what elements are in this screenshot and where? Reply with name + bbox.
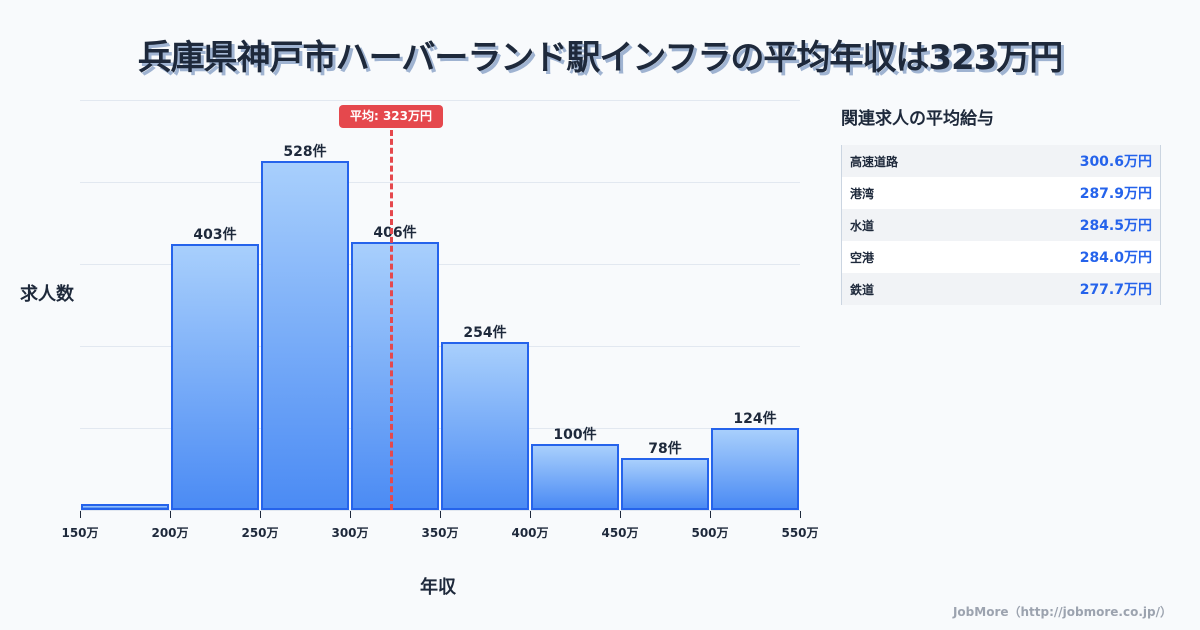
bar-value-label: 403件 (193, 226, 237, 243)
x-tick-label: 350万 (421, 526, 459, 540)
histogram-bar (441, 342, 529, 510)
job-category: 港湾 (850, 186, 875, 201)
job-category: 空港 (850, 250, 875, 265)
x-tick-label: 450万 (601, 526, 639, 540)
job-category: 高速道路 (850, 154, 899, 169)
bar-value-label: 406件 (373, 224, 417, 241)
x-tick-label: 150万 (61, 526, 99, 540)
histogram-bar (711, 428, 799, 510)
gridline (80, 182, 800, 183)
x-tick (170, 511, 171, 518)
x-tick (710, 511, 711, 518)
histogram-bar (171, 243, 259, 510)
x-tick (80, 511, 81, 518)
histogram-bar (261, 160, 349, 510)
gridline (80, 100, 800, 101)
x-tick (350, 511, 351, 518)
page-title: 兵庫県神戸市ハーバーランド駅インフラの平均年収は323万円 (137, 38, 1064, 78)
bar-value-label: 254件 (463, 325, 507, 342)
mean-line (389, 130, 393, 510)
gridline (80, 264, 800, 265)
x-tick (260, 511, 261, 518)
x-tick-label: 550万 (781, 526, 819, 540)
bar-value-label: 124件 (733, 411, 777, 427)
related-salary-table: 高速道路 300.6万円 港湾 287.9万円 水道 284.5万円 空港 28… (841, 145, 1161, 305)
x-tick-label: 500万 (691, 526, 729, 540)
salary-value: 287.9万円 (1079, 186, 1152, 202)
gridline (80, 346, 800, 347)
salary-row: 鉄道 277.7万円 (842, 273, 1160, 305)
x-tick (440, 511, 441, 518)
bar-value-label: 528件 (283, 143, 327, 160)
salary-value: 284.0万円 (1079, 250, 1152, 266)
y-axis-label: 求人数 (20, 284, 74, 305)
x-tick-label: 300万 (331, 526, 369, 540)
source-credit: JobMore（http://jobmore.co.jp/） (952, 605, 1172, 619)
salary-row: 水道 284.5万円 (842, 209, 1160, 241)
job-category: 鉄道 (850, 282, 875, 297)
salary-value: 300.6万円 (1079, 154, 1152, 170)
histogram-bar (81, 504, 169, 510)
x-tick (800, 511, 801, 518)
x-tick (620, 511, 621, 518)
x-tick (530, 511, 531, 518)
histogram-bar (531, 443, 619, 510)
histogram-bar (621, 458, 709, 510)
gridline (80, 428, 800, 429)
job-category: 水道 (850, 218, 875, 233)
x-axis-label: 年収 (420, 577, 456, 598)
histogram-plot-area: 403件 528件 406件 254件 100件 78件 124件 (80, 100, 800, 511)
gridline (80, 510, 800, 511)
mean-badge: 平均: 323万円 (339, 105, 443, 128)
bar-value-label: 78件 (648, 441, 682, 458)
x-tick-label: 200万 (151, 526, 189, 540)
salary-value: 284.5万円 (1079, 218, 1152, 234)
histogram-bar (351, 241, 439, 510)
salary-row: 空港 284.0万円 (842, 241, 1160, 273)
salary-row: 港湾 287.9万円 (842, 177, 1160, 209)
related-salary-title: 関連求人の平均給与 (841, 109, 994, 129)
salary-row: 高速道路 300.6万円 (842, 145, 1160, 177)
x-tick-label: 250万 (241, 526, 279, 540)
x-tick-label: 400万 (511, 526, 549, 540)
bar-value-label: 100件 (553, 426, 597, 443)
salary-value: 277.7万円 (1079, 282, 1152, 298)
